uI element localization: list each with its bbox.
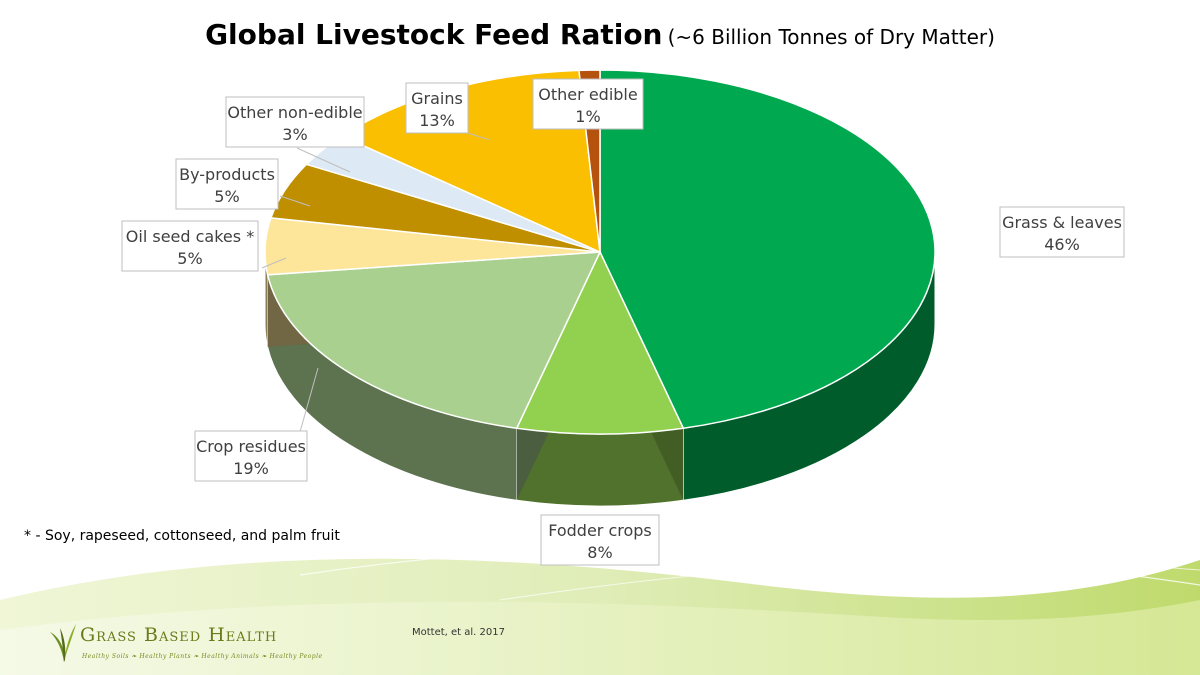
label-box [540,514,660,566]
data-label-fodder-crops: Fodder crops 8% [540,514,660,566]
label-category: Fodder crops [548,521,652,540]
data-label-other-edible: Other edible 1% [532,78,644,130]
data-label-by-products: By-products 5% [175,158,311,210]
label-value: 13% [419,111,455,130]
label-value: 1% [575,107,600,126]
label-box [532,78,644,130]
label-category: Grains [411,89,463,108]
data-label-oil-seed-cakes: Oil seed cakes * 5% [121,220,287,272]
label-value: 8% [587,543,612,562]
data-label-grass-leaves: Grass & leaves 46% [999,206,1125,258]
label-category: Other edible [538,85,637,104]
leader-line [261,257,287,269]
label-value: 19% [233,459,269,478]
chart-title-subtitle: (~6 Billion Tonnes of Dry Matter) [667,25,995,49]
leader-line [299,367,319,433]
label-box [405,82,469,134]
grass-logo-icon [50,624,76,662]
pie-slice-crop-residues [266,251,602,430]
pie-labels: Grass & leaves 46% Fodder crops 8% Crop resi… [121,78,1125,566]
pie-slice-grass-leaves [599,69,936,430]
data-label-crop-residues: Crop residues 19% [194,367,319,482]
leader-line [296,147,351,173]
leader-line [279,195,311,207]
label-box [225,96,365,148]
data-label-grains: Grains 13% [405,82,491,141]
label-category: By-products [179,165,275,184]
chart-title: Global Livestock Feed Ration (~6 Billion… [0,18,1200,51]
source-citation: Mottet, et al. 2017 [412,627,505,638]
label-box [194,430,308,482]
label-box [121,220,259,272]
chart-title-main: Global Livestock Feed Ration [205,18,663,51]
brand-name: Grass Based Health [80,624,278,646]
label-value: 46% [1044,235,1080,254]
pie-top-faces [264,69,936,435]
label-category: Grass & leaves [1002,213,1122,232]
label-value: 5% [214,187,239,206]
pie-slice-fodder-crops [515,250,685,435]
label-category: Other non-edible [227,103,362,122]
label-value: 5% [177,249,202,268]
label-category: Oil seed cakes * [126,227,254,246]
footnote: * - Soy, rapeseed, cottonseed, and palm … [24,528,340,544]
label-box [999,206,1125,258]
label-box [175,158,279,210]
label-category: Crop residues [196,437,306,456]
brand-tagline: Healthy Soils ❧ Healthy Plants ❧ Healthy… [82,653,323,660]
data-label-other-non-edible: Other non-edible 3% [225,96,365,173]
label-value: 3% [282,125,307,144]
